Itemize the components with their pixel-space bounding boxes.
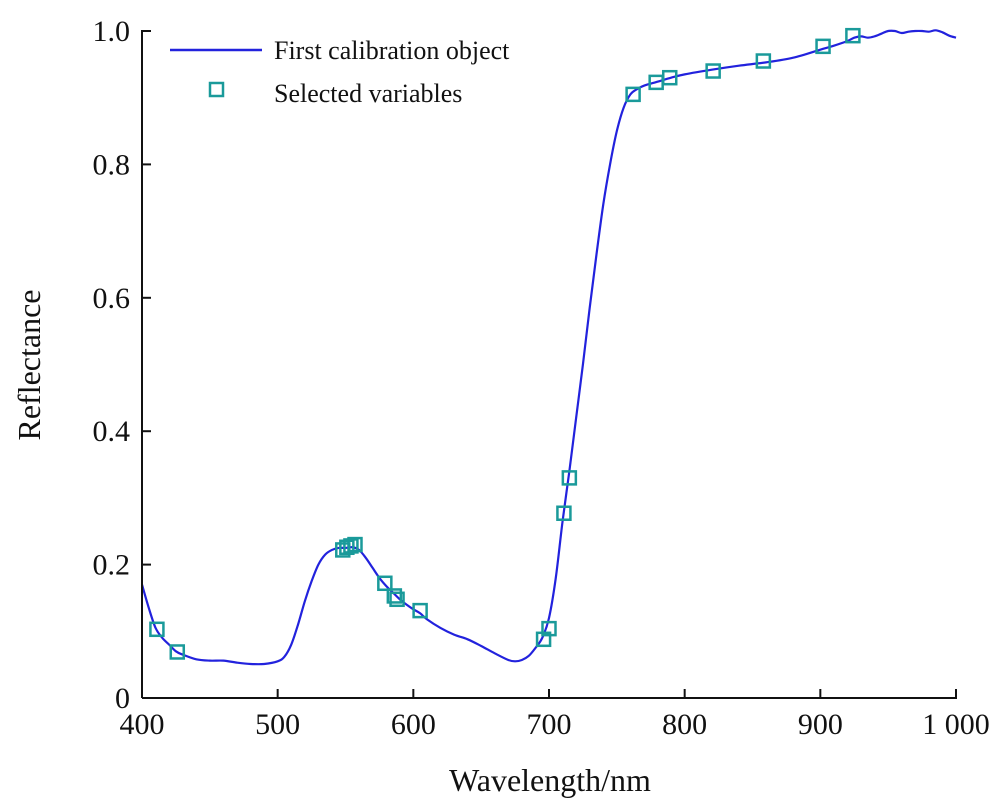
y-axis-title: Reflectance (11, 290, 47, 441)
selected-variable-marker (389, 591, 405, 608)
selected-variable-marker (556, 505, 572, 521)
selected-variable-marker (377, 575, 393, 592)
x-axis-ticks: 400 500 600 700 800 900 1 000 (120, 689, 990, 741)
y-tick-label: 0.4 (93, 415, 131, 448)
y-tick-label: 0.8 (93, 148, 131, 181)
x-tick-label: 700 (527, 708, 572, 741)
selected-variable-marker (845, 27, 861, 44)
selected-variable-marker (343, 538, 359, 554)
x-tick-label: 600 (391, 708, 436, 741)
selected-variable-marker (149, 621, 165, 638)
x-tick-label: 500 (255, 708, 300, 741)
legend: First calibration object Selected variab… (170, 36, 510, 108)
legend-label-markers: Selected variables (274, 79, 462, 108)
plot-markers (149, 27, 861, 660)
plot-lines (140, 29, 957, 666)
legend-marker-swatch (208, 81, 225, 98)
selected-variable-marker (541, 620, 557, 637)
selected-variable-marker (755, 53, 772, 69)
selected-variable-marker (339, 539, 355, 556)
legend-label-line: First calibration object (274, 36, 510, 65)
x-tick-label: 800 (662, 708, 707, 741)
series-line-first-calibration-object (140, 29, 957, 666)
selected-variable-marker (625, 86, 641, 103)
selected-variable-marker (561, 470, 578, 486)
x-tick-label: 900 (798, 708, 843, 741)
selected-variable-marker (412, 602, 428, 619)
selected-variable-marker (661, 69, 678, 86)
y-tick-label: 0 (115, 682, 130, 715)
x-tick-label: 400 (120, 708, 165, 741)
x-tick-label: 1 000 (922, 708, 990, 741)
y-tick-label: 1.0 (93, 15, 131, 48)
y-tick-label: 0.2 (93, 549, 131, 582)
x-axis-title: Wavelength/nm (449, 762, 651, 798)
selected-variable-marker (815, 38, 831, 55)
selected-variable-marker (347, 536, 363, 553)
y-axis-ticks: 0 0.2 0.4 0.6 0.8 1.0 (93, 15, 151, 715)
selected-variable-marker (705, 63, 721, 79)
y-tick-label: 0.6 (93, 282, 131, 315)
selected-variable-marker (169, 644, 186, 660)
selected-variable-marker (386, 588, 403, 604)
